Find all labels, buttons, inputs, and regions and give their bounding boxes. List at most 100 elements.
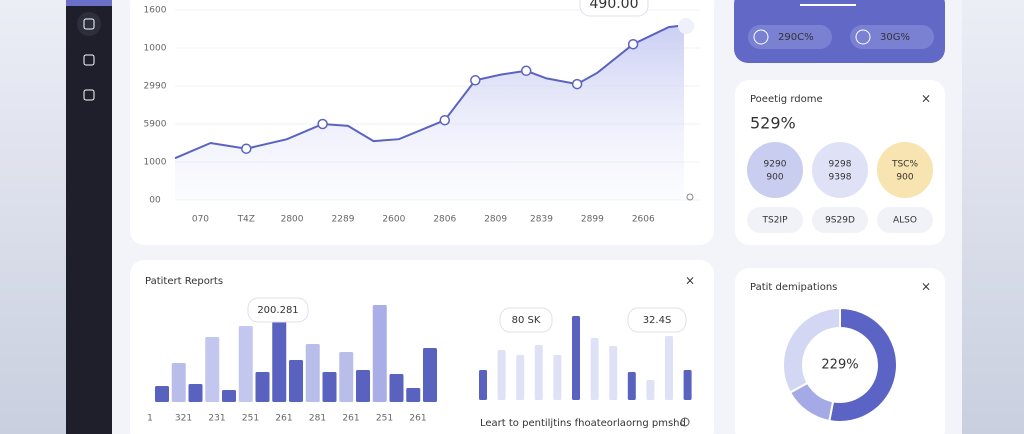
button[interactable] bbox=[812, 207, 868, 233]
bar bbox=[553, 355, 562, 400]
line bbox=[174, 24, 685, 160]
y-tick-label: 2990 bbox=[144, 82, 167, 92]
x-tick-label: 2800 bbox=[281, 215, 304, 225]
small-icon[interactable] bbox=[686, 193, 694, 201]
x-tick-label: 261 bbox=[275, 414, 292, 424]
donut-title: Patit demipations bbox=[750, 282, 837, 293]
pill-text: 30G% bbox=[880, 32, 910, 43]
x-tick-label: 251 bbox=[242, 414, 259, 424]
tooltip bbox=[499, 307, 553, 333]
bar bbox=[255, 372, 270, 402]
y-tick-label: 1000 bbox=[144, 44, 167, 54]
bar bbox=[188, 384, 203, 402]
reports-title: Patitert Reports bbox=[145, 276, 223, 287]
button-text: ALSO bbox=[893, 216, 917, 226]
close-icon[interactable]: × bbox=[685, 274, 695, 288]
x-tick-label: 1 bbox=[147, 414, 153, 424]
tooltip-text: 490.00 bbox=[590, 0, 639, 12]
button-text: TS2IP bbox=[761, 216, 788, 226]
line-marker bbox=[571, 78, 583, 90]
button[interactable] bbox=[747, 207, 803, 233]
tooltip bbox=[627, 307, 687, 333]
line-marker bbox=[317, 118, 328, 130]
bar bbox=[222, 390, 236, 402]
x-tick-label: 2809 bbox=[484, 215, 507, 225]
bar bbox=[406, 388, 421, 402]
x-tick-label: 2606 bbox=[632, 215, 655, 225]
bar bbox=[665, 336, 673, 400]
y-tick-label: 00 bbox=[149, 196, 161, 206]
bar bbox=[479, 370, 487, 400]
stat-text: TSC% bbox=[891, 160, 918, 170]
x-tick-label: T4Z bbox=[237, 215, 255, 225]
x-tick-label: 281 bbox=[309, 414, 326, 424]
sidebar-icon[interactable] bbox=[83, 54, 95, 66]
y-tick-label: 5900 bbox=[144, 120, 167, 130]
stat-circle bbox=[747, 142, 803, 198]
bar bbox=[683, 370, 692, 400]
close-icon[interactable]: × bbox=[921, 280, 931, 294]
stat-text: 900 bbox=[766, 173, 783, 183]
stats-title: Poeetig rdome bbox=[750, 94, 823, 105]
donut-segment bbox=[828, 306, 898, 423]
bar bbox=[590, 338, 599, 400]
info-icon[interactable] bbox=[680, 417, 690, 427]
pill[interactable] bbox=[850, 25, 934, 49]
x-tick-label: 321 bbox=[175, 414, 192, 424]
tooltip-text: 32.4S bbox=[643, 315, 672, 326]
sidebar-accent bbox=[66, 0, 112, 6]
button-text: 9S29D bbox=[825, 216, 855, 226]
bar bbox=[205, 337, 220, 402]
line-area bbox=[175, 25, 684, 201]
line-marker bbox=[241, 143, 252, 154]
bar bbox=[609, 346, 618, 400]
x-tick-label: 2806 bbox=[433, 215, 456, 225]
x-tick-label: 2839 bbox=[530, 215, 553, 225]
x-tick-label: 2289 bbox=[332, 215, 355, 225]
stats-value: 529% bbox=[750, 114, 796, 133]
y-tick-label: 1600 bbox=[144, 6, 167, 16]
stat-text: 9298 bbox=[829, 160, 852, 170]
close-icon[interactable]: × bbox=[921, 92, 931, 106]
bar bbox=[155, 386, 169, 402]
line-marker bbox=[627, 38, 639, 50]
stat-circle bbox=[877, 142, 933, 198]
stat-text: 9290 bbox=[764, 160, 787, 170]
tooltip bbox=[579, 0, 649, 17]
x-tick-label: 261 bbox=[409, 414, 426, 424]
x-tick-label: 251 bbox=[376, 414, 393, 424]
donut-center-label: 229% bbox=[821, 358, 858, 373]
bar bbox=[339, 352, 354, 402]
x-tick-label: 2600 bbox=[382, 215, 405, 225]
bar bbox=[627, 372, 636, 400]
bar bbox=[389, 374, 404, 402]
sidebar-icon[interactable] bbox=[83, 89, 95, 101]
sidebar-icon[interactable] bbox=[77, 12, 101, 36]
x-tick-label: 231 bbox=[208, 414, 225, 424]
donut-card bbox=[735, 268, 945, 434]
pill-icon bbox=[753, 29, 769, 45]
tooltip-text: 200.281 bbox=[257, 305, 298, 316]
bar bbox=[646, 380, 655, 400]
bar bbox=[238, 326, 253, 402]
y-tick-label: 1000 bbox=[144, 158, 167, 168]
pill[interactable] bbox=[748, 25, 832, 49]
stat-text: 900 bbox=[896, 173, 913, 183]
x-tick-label: 261 bbox=[342, 414, 359, 424]
tooltip-text: 80 SK bbox=[512, 315, 541, 326]
sidebar-icon[interactable] bbox=[83, 18, 95, 30]
button[interactable] bbox=[877, 207, 933, 233]
bar bbox=[356, 370, 370, 402]
bar bbox=[572, 316, 580, 400]
tooltip bbox=[247, 297, 309, 323]
bar bbox=[534, 345, 543, 400]
donut-segment bbox=[782, 306, 841, 394]
line-marker bbox=[470, 75, 481, 86]
line-marker bbox=[520, 65, 532, 77]
line-marker bbox=[439, 114, 451, 126]
stat-text: 9398 bbox=[829, 173, 852, 183]
icon-button[interactable] bbox=[678, 18, 694, 34]
bar bbox=[423, 348, 437, 402]
